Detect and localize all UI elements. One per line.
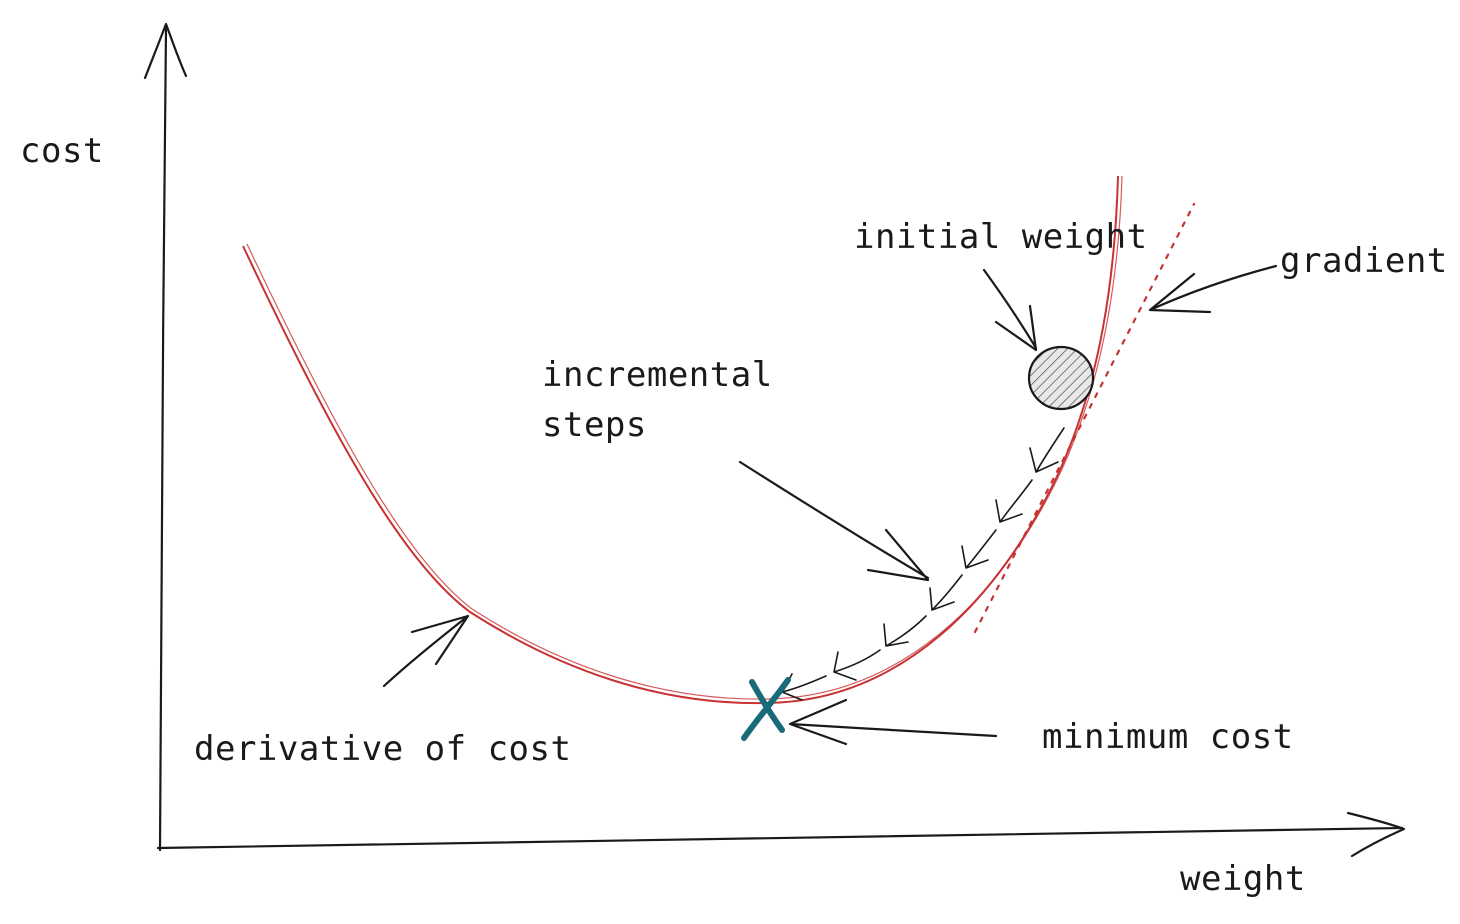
gradient-tangent-line bbox=[973, 202, 1196, 634]
x-axis-label: weight bbox=[1180, 859, 1306, 899]
incremental-label-line2: steps bbox=[542, 405, 647, 445]
step-arrow bbox=[995, 479, 1033, 523]
incremental-step-arrows bbox=[781, 427, 1065, 701]
minimum-cost-pointer-arrow bbox=[788, 698, 998, 746]
step-arrow bbox=[961, 529, 997, 569]
x-axis bbox=[156, 811, 1406, 858]
gradient-label: gradient bbox=[1280, 241, 1448, 281]
y-axis-line bbox=[158, 26, 168, 852]
y-axis bbox=[143, 22, 188, 852]
x-axis-line bbox=[156, 826, 1404, 850]
derivative-pointer-arrow bbox=[382, 614, 470, 688]
initial-weight-ball bbox=[1027, 345, 1095, 411]
minimum-marker bbox=[741, 677, 791, 741]
initial-weight-label: initial weight bbox=[854, 217, 1148, 257]
initial-weight-pointer-arrow bbox=[982, 268, 1038, 352]
step-arrow bbox=[1029, 427, 1065, 473]
ball-hatching bbox=[1029, 347, 1093, 409]
step-arrow bbox=[929, 574, 963, 611]
derivative-label: derivative of cost bbox=[194, 729, 571, 769]
step-arrow bbox=[883, 615, 927, 647]
incremental-label-line1: incremental bbox=[542, 355, 773, 395]
x-axis-arrowhead bbox=[1346, 811, 1406, 858]
incremental-steps-pointer-arrow bbox=[738, 460, 930, 582]
minimum-cost-label: minimum cost bbox=[1042, 717, 1294, 757]
cost-curve-stroke-b bbox=[246, 175, 1123, 700]
step-arrow bbox=[833, 649, 881, 681]
x-mark-icon bbox=[741, 677, 791, 741]
y-axis-label: cost bbox=[20, 131, 104, 171]
gradient-pointer-arrow bbox=[1148, 264, 1278, 314]
y-axis-arrowhead bbox=[143, 22, 188, 80]
